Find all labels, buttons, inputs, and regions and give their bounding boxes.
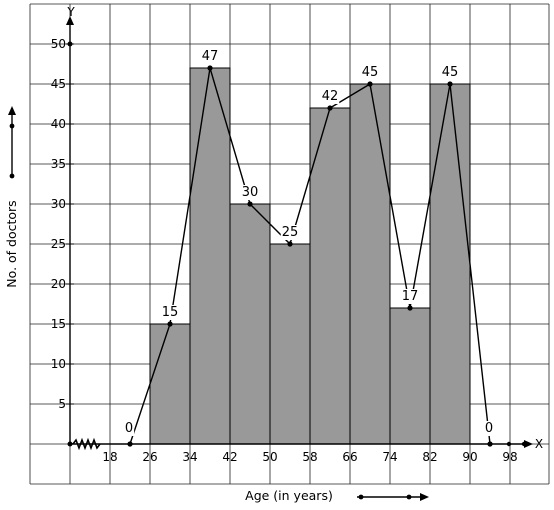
x-tick-label: 26 [142,450,157,464]
label-background [240,185,260,200]
y-axis-letter: Y [66,5,75,19]
y-axis-title: No. of doctors [4,200,19,287]
y-tick-label: 35 [51,157,66,171]
polygon-point [367,81,373,87]
histogram-bar-6 [349,83,391,445]
data-labels: 0 15 47 30 25 42 45 17 45 0 [123,49,495,436]
polygon-point-label: 0 [485,421,493,436]
histogram-bar-5 [309,107,351,445]
label-background [440,65,460,80]
origin-dot [67,441,73,447]
x-axis-end-dot [521,441,527,447]
label-background [280,225,300,240]
label-background [160,305,180,320]
x-axis-arrow-icon [357,493,429,501]
x-axis-title: Age (in years) [245,488,333,503]
y-tick-label: 20 [51,277,66,291]
polygon-point [327,105,333,111]
axes [66,16,533,451]
y-tick-label: 40 [51,117,66,131]
polygon-point [247,201,253,207]
y-tick-label: 10 [51,357,66,371]
label-background [320,89,340,104]
polygon-point [127,441,133,447]
x-tick-label: 18 [102,450,117,464]
y-tick-label: 15 [51,317,66,331]
polygon-point [207,65,213,71]
frequency-polygon-line [129,67,491,445]
polygon-point-label: 45 [362,65,379,80]
histogram-bar-7 [389,307,431,445]
polygon-point-label: 15 [162,305,179,320]
x-tick-label: 58 [302,450,317,464]
y-axis-arrowhead-icon [66,16,74,25]
x-tick-label: 82 [422,450,437,464]
axis-break-zigzag-icon [72,437,101,451]
tick-labels: 5 10 15 20 25 30 35 40 45 50 18 26 34 42 50 58 66 74 82 90 9… [51,37,518,464]
histogram-bar-8 [429,83,471,445]
polygon-point-label: 30 [242,185,259,200]
label-background [400,289,420,304]
polygon-point-label: 42 [322,89,339,104]
x-axis-end-dot [506,441,512,447]
x-tick-label: 90 [462,450,477,464]
polygon-point-label: 0 [125,421,133,436]
polygon-point-label: 45 [442,65,459,80]
polygon-point [407,305,413,311]
histogram-bars [149,67,471,445]
x-tick-label: 42 [222,450,237,464]
y-tick-label: 50 [51,37,66,51]
x-tick-label: 74 [382,450,397,464]
y-tick-label: 30 [51,197,66,211]
polygon-point-label: 17 [402,289,419,304]
x-tick-label: 34 [182,450,197,464]
label-background [200,49,220,64]
histogram-bar-1 [149,323,191,445]
label-background [360,65,380,80]
histogram-bar-4 [269,243,311,445]
x-axis-arrowhead-icon [524,440,533,448]
label-background [483,421,495,436]
polygon-point [287,241,293,247]
polygon-point [167,321,173,327]
y-tick-label: 5 [58,397,66,411]
histogram-bar-2 [189,67,231,445]
polygon-point [487,441,493,447]
polygon-point-label: 47 [202,49,219,64]
frequency-polygon [127,65,493,447]
polygon-point [447,81,453,87]
x-tick-label: 98 [502,450,517,464]
polygon-point-label: 25 [282,225,299,240]
x-axis-letter: X [535,437,543,451]
x-tick-label: 66 [342,450,357,464]
histogram-bar-3 [229,203,271,445]
x-tick-label: 50 [262,450,277,464]
label-background [123,421,135,436]
y-tick-label: 45 [51,77,66,91]
y-axis-arrow-icon [8,106,16,179]
y-tick-label: 25 [51,237,66,251]
